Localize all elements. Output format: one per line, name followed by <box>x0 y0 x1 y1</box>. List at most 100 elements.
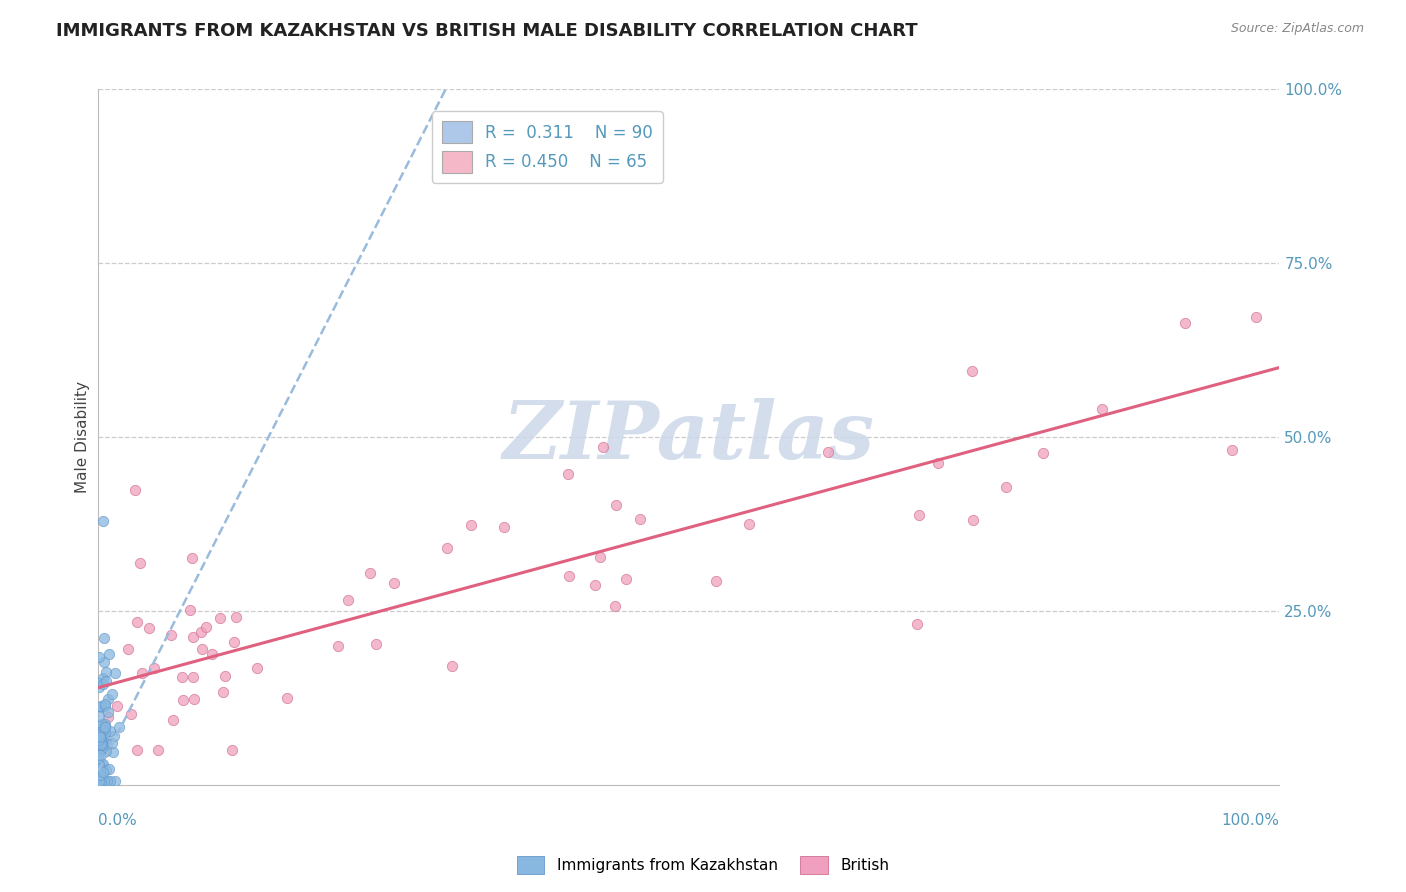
Point <box>89 726 111 740</box>
Point <box>1174 316 1197 330</box>
Point <box>125 615 148 629</box>
Point <box>90 735 112 749</box>
Point <box>89 737 111 751</box>
Point <box>89 680 111 694</box>
Point <box>905 616 928 631</box>
Point <box>1220 443 1243 458</box>
Point <box>96 674 118 689</box>
Point <box>190 624 212 639</box>
Point <box>583 578 606 592</box>
Point <box>138 620 160 634</box>
Point <box>87 731 110 746</box>
Point <box>557 467 579 482</box>
Point <box>91 671 114 685</box>
Point <box>96 738 118 752</box>
Point <box>96 763 118 777</box>
Point <box>108 721 131 735</box>
Point <box>90 767 112 781</box>
Point <box>222 634 245 648</box>
Point <box>98 724 121 739</box>
Point <box>87 728 110 742</box>
Text: IMMIGRANTS FROM KAZAKHSTAN VS BRITISH MALE DISABILITY CORRELATION CHART: IMMIGRANTS FROM KAZAKHSTAN VS BRITISH MA… <box>56 22 918 40</box>
Point <box>131 666 153 681</box>
Point <box>87 739 110 753</box>
Point <box>214 669 236 683</box>
Point <box>89 773 111 788</box>
Point <box>927 456 949 470</box>
Point <box>87 774 110 789</box>
Point <box>100 687 122 701</box>
Point <box>995 480 1018 494</box>
Point <box>94 720 117 734</box>
Point <box>494 520 516 534</box>
Point <box>181 550 204 565</box>
Point <box>87 774 110 789</box>
Point <box>589 550 612 565</box>
Point <box>89 743 111 757</box>
Point <box>441 658 464 673</box>
Point <box>90 724 112 739</box>
Point <box>212 685 235 699</box>
Point <box>89 764 111 778</box>
Point <box>194 620 217 634</box>
Point <box>1032 446 1054 460</box>
Point <box>89 721 111 735</box>
Point <box>962 513 984 527</box>
Point <box>172 692 194 706</box>
Point <box>146 743 169 757</box>
Point <box>738 516 761 531</box>
Point <box>89 747 111 761</box>
Point <box>89 774 111 789</box>
Point <box>89 774 111 789</box>
Point <box>436 541 458 556</box>
Point <box>364 637 387 651</box>
Point <box>117 641 139 656</box>
Point <box>89 774 111 789</box>
Point <box>101 736 124 750</box>
Point <box>87 774 110 789</box>
Point <box>93 774 115 789</box>
Point <box>87 774 110 789</box>
Point <box>87 709 110 723</box>
Point <box>91 731 114 746</box>
Point <box>105 699 128 714</box>
Point <box>170 669 193 683</box>
Point <box>90 774 112 789</box>
Point <box>91 723 114 738</box>
Point <box>94 665 117 679</box>
Point <box>87 731 110 746</box>
Point <box>104 666 127 681</box>
Point <box>91 677 114 691</box>
Point <box>558 569 581 583</box>
Point <box>93 655 115 669</box>
Point <box>120 707 142 722</box>
Point <box>1091 402 1114 417</box>
Point <box>87 717 110 731</box>
Point <box>160 628 183 642</box>
Point <box>181 630 204 644</box>
Point <box>817 445 839 459</box>
Point <box>89 726 111 740</box>
Point <box>89 736 111 750</box>
Point <box>908 508 931 522</box>
Point <box>101 745 124 759</box>
Point <box>104 774 127 789</box>
Y-axis label: Male Disability: Male Disability <box>75 381 90 493</box>
Point <box>87 774 110 789</box>
Legend: Immigrants from Kazakhstan, British: Immigrants from Kazakhstan, British <box>510 850 896 880</box>
Point <box>89 676 111 690</box>
Point <box>93 632 115 646</box>
Point <box>89 738 111 752</box>
Point <box>91 738 114 752</box>
Point <box>89 730 111 744</box>
Point <box>706 574 728 588</box>
Point <box>97 692 120 706</box>
Point <box>97 705 120 719</box>
Point <box>96 774 118 789</box>
Point <box>221 743 243 757</box>
Point <box>162 713 184 727</box>
Point <box>90 724 112 739</box>
Point <box>93 745 115 759</box>
Point <box>179 603 201 617</box>
Point <box>98 762 121 776</box>
